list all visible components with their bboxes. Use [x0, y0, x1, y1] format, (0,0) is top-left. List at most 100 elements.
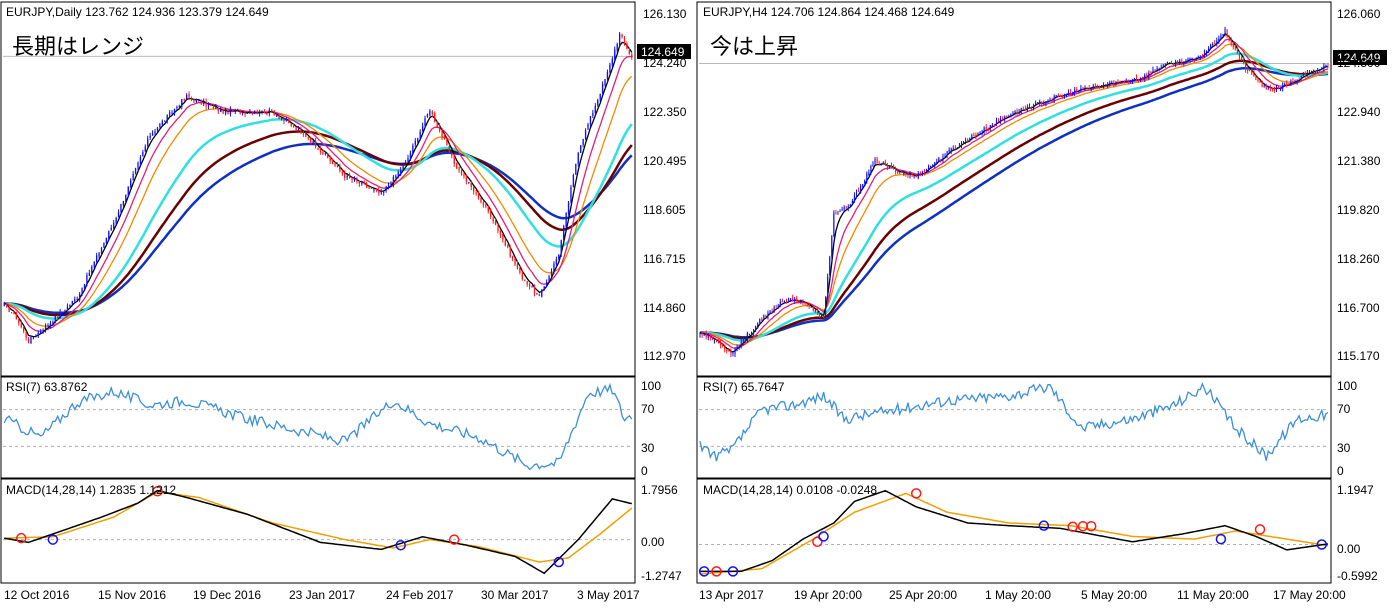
candle-body [748, 333, 751, 335]
candle-body [156, 127, 159, 131]
candle-body [383, 190, 385, 193]
candle-body [95, 255, 98, 262]
daily-macd-pane[interactable] [0, 478, 636, 584]
h4-price-pane[interactable] [696, 1, 1332, 377]
candle-body [195, 99, 198, 102]
candle-body [237, 110, 239, 112]
candle-body [765, 315, 767, 317]
candle-body [911, 173, 913, 176]
daily-last-price: 124.649 [641, 45, 685, 59]
candle-body [1168, 62, 1171, 64]
candle-body [1119, 81, 1121, 83]
candle-body [940, 158, 942, 160]
candle-body [606, 71, 609, 80]
candle-body [855, 191, 858, 196]
candle-body [987, 128, 989, 130]
candle-body [1238, 53, 1241, 58]
candle-body [122, 200, 125, 206]
candle-body [438, 126, 441, 131]
time-tick: 5 May 20:00 [1081, 588, 1147, 602]
candle-body [825, 296, 827, 319]
candle-body [81, 287, 83, 294]
candle-body [120, 204, 122, 213]
candle-body [76, 299, 78, 301]
candle-body [23, 327, 25, 332]
candle-body [954, 147, 956, 149]
candle-body [1030, 107, 1033, 109]
macd-tick: -0.5992 [1337, 569, 1378, 583]
candle-body [843, 207, 845, 210]
macd-line [700, 489, 1329, 573]
candle-body [402, 165, 404, 170]
candle-body [217, 108, 219, 112]
candle-body [74, 299, 76, 301]
candle-body [1115, 81, 1117, 86]
candle-body [750, 332, 753, 334]
candle-body [1102, 84, 1105, 88]
candle-body [705, 332, 707, 338]
candle-body [543, 286, 545, 291]
candle-body [241, 111, 244, 114]
candle-body [1162, 64, 1164, 67]
candle-body [787, 300, 790, 302]
candle-body [715, 341, 718, 343]
candle-body [882, 162, 884, 164]
candle-body [1032, 105, 1035, 109]
candle-body [580, 145, 582, 153]
candle-body [913, 175, 915, 177]
candle-body [492, 217, 494, 222]
candle-body [370, 187, 373, 189]
candle-body [1049, 99, 1051, 101]
daily-rsi-ticks: 100 70 30 0 [641, 379, 661, 478]
h4-rsi-pane[interactable] [696, 376, 1332, 479]
candle-body [88, 272, 91, 276]
candle-body [738, 345, 740, 348]
macd-bull-cross-marker [553, 556, 565, 568]
candle-body [812, 306, 814, 311]
macd-bear-cross-marker [812, 536, 823, 548]
candle-body [1234, 46, 1236, 49]
candle-body [1148, 72, 1150, 78]
candle-body [541, 289, 543, 297]
daily-annotation: 長期はレンジ [12, 35, 144, 60]
candle-body [582, 139, 584, 145]
candle-body [1218, 38, 1220, 41]
candle-body [203, 101, 205, 104]
candle-body [273, 110, 275, 116]
candle-body [565, 213, 567, 227]
candle-body [344, 173, 346, 179]
time-tick: 1 May 20:00 [985, 588, 1051, 602]
candle-body [969, 138, 971, 141]
candle-body [890, 165, 893, 167]
candle-body [57, 317, 59, 319]
candle-body [1055, 95, 1057, 98]
candle-body [1070, 91, 1072, 95]
daily-price-series [3, 32, 633, 344]
macd-tick: -1.2747 [641, 569, 682, 583]
candle-body [833, 212, 835, 236]
candle-body [1315, 70, 1317, 72]
macd-tick: 1.7956 [641, 483, 678, 497]
candle-body [1267, 87, 1269, 89]
candle-body [15, 313, 18, 320]
candle-body [302, 132, 305, 134]
candle-body [1047, 101, 1049, 103]
rsi-tick: 100 [1337, 379, 1357, 393]
candle-body [297, 128, 300, 131]
candle-body [516, 264, 519, 270]
candle-body [876, 157, 878, 164]
candle-body [1193, 59, 1195, 61]
candle-body [10, 312, 13, 314]
candle-body [1288, 84, 1290, 86]
candle-body [436, 121, 438, 127]
candle-body [570, 187, 572, 203]
candle-body [589, 116, 592, 124]
candle-body [419, 131, 421, 138]
h4-macd-pane[interactable] [696, 478, 1332, 584]
candle-body [1321, 67, 1323, 70]
candle-body [365, 184, 368, 188]
daily-price-pane[interactable] [0, 1, 636, 377]
daily-rsi-pane[interactable] [0, 376, 636, 479]
candle-body [560, 240, 562, 254]
